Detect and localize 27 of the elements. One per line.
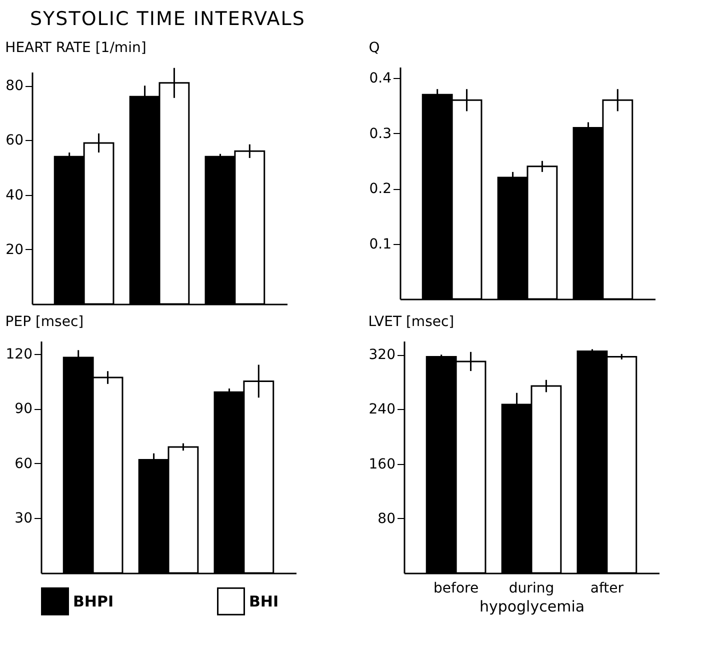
chart-title: LVET [msec] — [368, 314, 454, 330]
x-axis-title: hypoglycemia — [479, 598, 585, 616]
chart-title: Q — [368, 40, 380, 56]
y-tick-label: 60 — [6, 132, 24, 149]
y-tick-label: 160 — [368, 456, 396, 472]
y-tick-label: 0.4 — [369, 70, 392, 87]
y-tick-label: 80 — [6, 78, 24, 94]
text: SYSTOLIC TIME INTERVALS — [30, 8, 306, 30]
y-tick-label: 0.2 — [369, 181, 392, 198]
y-tick-label: 120 — [6, 346, 32, 362]
x-tick-label: during — [508, 580, 554, 596]
y-tick-label: 240 — [368, 402, 396, 418]
legend-label: BHPI — [73, 592, 114, 610]
y-tick-label: 90 — [14, 401, 32, 418]
y-tick-label: 320 — [368, 347, 396, 364]
y-tick-label: 60 — [14, 456, 32, 472]
y-tick-label: 80 — [378, 510, 396, 527]
x-tick-label: after — [590, 580, 624, 596]
y-tick-label: 20 — [6, 242, 24, 258]
y-tick-label: 30 — [14, 510, 32, 527]
y-tick-label: 0.1 — [369, 236, 392, 252]
chart-title: PEP [msec] — [5, 314, 84, 330]
y-tick-label: 0.3 — [369, 126, 392, 142]
x-tick-label: before — [434, 580, 479, 596]
chart-title: HEART RATE [1/min] — [5, 40, 146, 56]
legend-label: BHI — [249, 592, 279, 610]
y-tick-label: 40 — [6, 187, 24, 204]
